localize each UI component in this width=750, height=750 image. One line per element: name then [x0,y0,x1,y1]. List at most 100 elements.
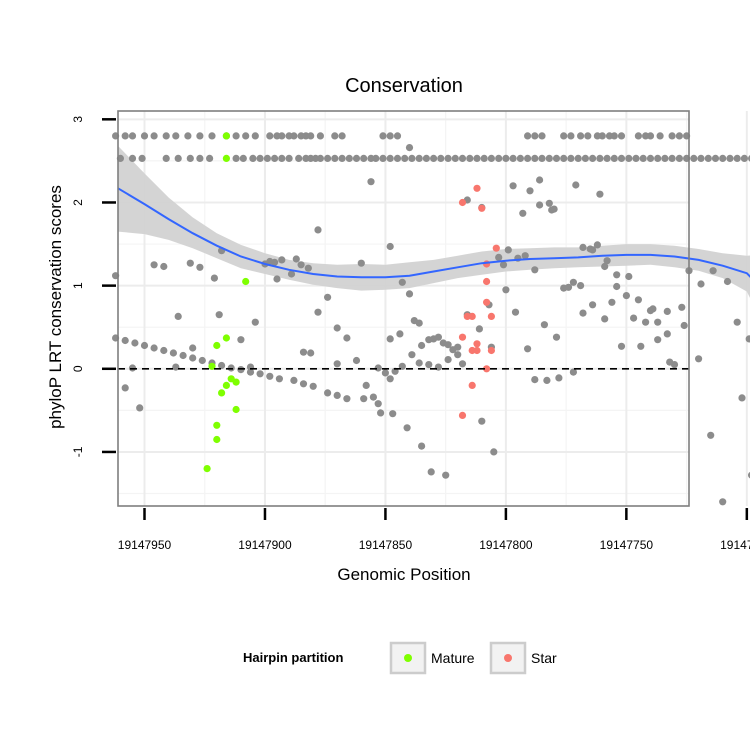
point-other [121,132,129,140]
point-other [526,187,534,195]
point-other [719,154,727,162]
point-other [140,341,149,350]
point-other [726,154,734,162]
point-other [198,356,206,365]
point-other [418,442,426,450]
point-other [589,154,597,162]
x-tick-label: 19147850 [359,538,413,552]
point-mature [222,334,230,342]
point-other [333,391,341,399]
x-tick-label: 19147750 [600,538,654,552]
point-other [386,242,394,251]
point-other [239,154,247,162]
point-other [333,324,341,332]
point-other [504,246,512,254]
point-other [184,132,192,140]
point-other [434,363,442,371]
plot-border [117,110,690,507]
point-star [487,346,495,355]
point-mature [213,435,221,444]
point-other [314,226,322,234]
point-other [408,154,416,162]
point-other [596,190,604,198]
legend-star-dot [504,654,512,662]
point-other [569,278,578,286]
x-tick-label: 19147800 [479,538,533,552]
point-other [451,154,459,162]
point-other [249,154,257,162]
point-other [372,154,380,162]
x-tick-label: 19147950 [118,538,172,552]
point-other [263,154,271,162]
point-other [579,309,587,317]
point-other [415,319,423,327]
point-other [218,361,226,370]
point-other [331,154,339,162]
point-other [690,154,698,162]
point-other [738,394,746,402]
point-other [307,132,315,140]
point-other [169,349,177,357]
point-star [473,184,481,192]
point-other [540,321,549,329]
point-other [516,154,525,162]
point-other [538,132,546,140]
point-other [138,154,146,162]
point-other [569,368,578,376]
point-other [150,132,158,140]
point-other [437,154,445,162]
point-other [654,154,662,162]
point-other [531,376,539,384]
point-other [292,255,300,263]
point-other [524,154,532,162]
point-other [418,341,426,350]
point-other [237,366,245,374]
point-other [639,154,647,162]
point-other [316,132,324,140]
point-other [415,359,423,367]
point-other [454,343,462,351]
legend-title: Hairpin partition [243,650,343,665]
point-other [589,301,597,309]
point-other [733,154,741,162]
plot-panel [118,111,689,506]
point-other [186,154,194,162]
data-points [112,132,750,506]
point-other [393,154,402,162]
point-other [601,315,609,323]
point-other [695,355,703,363]
point-mature [232,378,240,386]
point-other [584,132,592,140]
legend-label-mature: Mature [431,650,475,666]
point-other [555,374,563,382]
point-other [162,132,170,140]
point-other [343,334,351,342]
point-other [386,375,394,383]
point-other [581,154,590,162]
point-other [666,358,674,366]
point-other [345,154,353,162]
point-other [663,307,671,315]
point-other [603,257,611,265]
point-other [196,154,204,162]
point-other [458,360,467,368]
point-other [136,404,144,412]
y-tick-label: 0 [71,365,85,372]
point-other [719,498,727,506]
point-other [174,312,182,320]
point-mature [218,389,226,397]
point-other [374,364,382,372]
point-other [266,372,274,380]
point-other [610,132,618,140]
point-other [208,132,216,140]
point-star [487,312,495,320]
point-other [625,272,633,281]
point-other [393,132,402,140]
y-axis-title: phyloP LRT conservation scores [46,185,65,429]
point-other [160,346,168,355]
point-other [401,154,409,162]
point-other [189,344,197,352]
point-star [468,381,476,389]
point-other [179,351,187,360]
